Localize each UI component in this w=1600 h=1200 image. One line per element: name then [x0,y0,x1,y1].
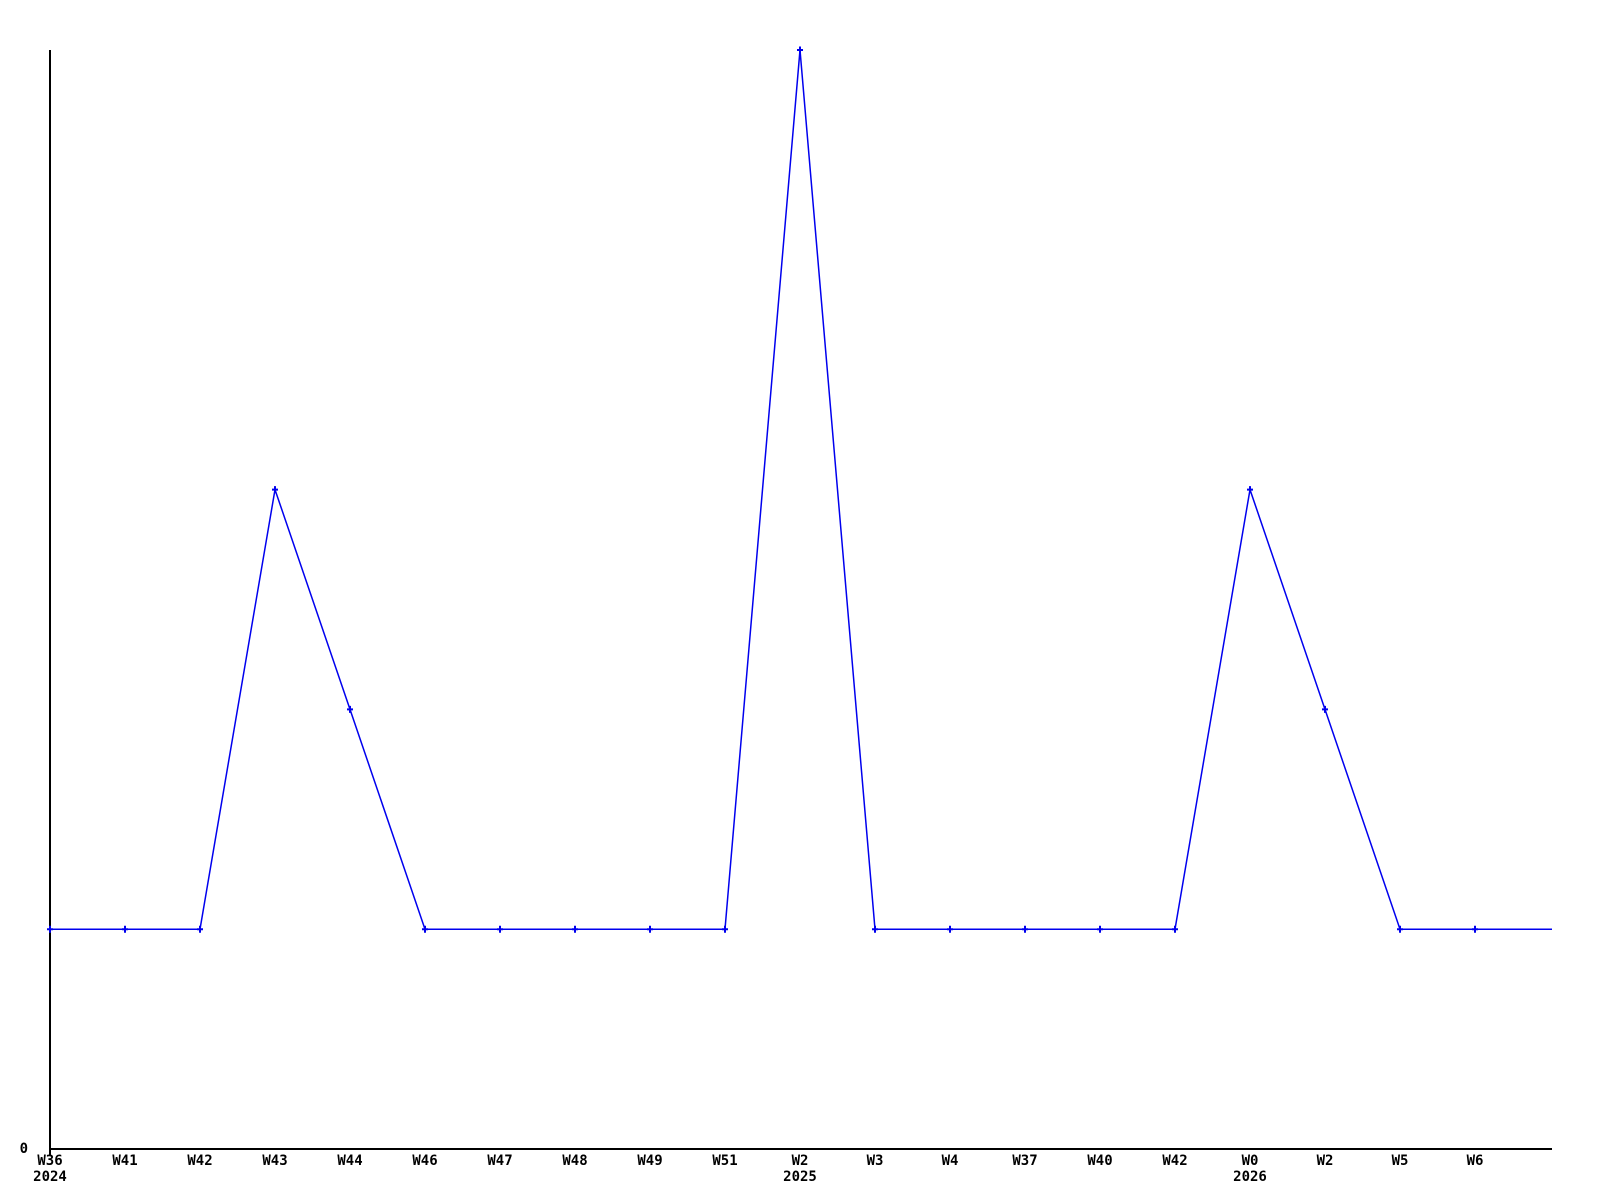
x-tick-label: W49 [637,1153,663,1169]
data-point-markers [47,46,1478,933]
y-axis-zero-label: 0 [19,1141,28,1157]
x-tick-year-label: 2024 [33,1169,67,1185]
axes [49,50,1552,1155]
x-tick-year-label: 2026 [1233,1169,1267,1185]
x-tick-label: W40 [1087,1153,1113,1169]
x-tick-label: W5 [1391,1153,1409,1169]
x-tick-label: W36 [37,1153,63,1169]
x-tick-label: W43 [262,1153,288,1169]
x-tick-label: W42 [187,1153,213,1169]
x-tick-label: W37 [1012,1153,1038,1169]
x-tick-label: W6 [1466,1153,1484,1169]
x-tick-label: W46 [412,1153,438,1169]
x-tick-label: W48 [562,1153,588,1169]
x-tick-label: W41 [112,1153,138,1169]
x-tick-label: W44 [337,1153,363,1169]
x-tick-label: W4 [941,1153,959,1169]
x-tick-label: W0 [1241,1153,1259,1169]
x-tick-year-label: 2025 [783,1169,817,1185]
x-tick-label: W2 [1316,1153,1334,1169]
x-tick-label: W3 [866,1153,884,1169]
x-tick-label: W47 [487,1153,513,1169]
x-tick-label: W2 [791,1153,809,1169]
x-tick-label: W51 [712,1153,738,1169]
x-tick-label: W42 [1162,1153,1188,1169]
